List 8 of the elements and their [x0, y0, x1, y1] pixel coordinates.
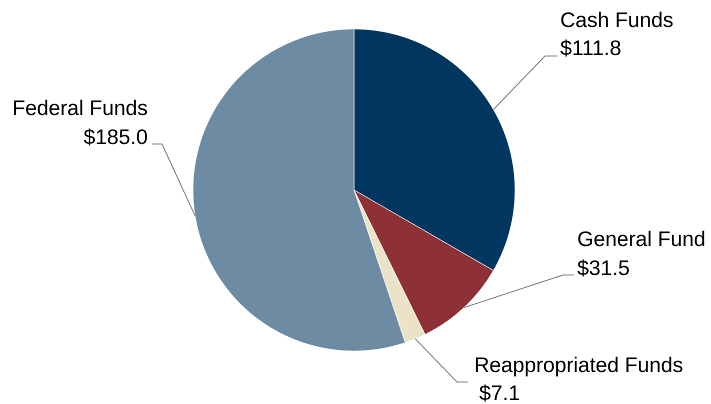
- data-label: $31.5: [577, 259, 629, 276]
- slice-label: Federal Funds: [14, 100, 147, 116]
- slice-label: Reappropriated Funds: [476, 356, 682, 376]
- data-label: $111.8: [560, 39, 620, 56]
- slice-label: Cash Funds: [561, 12, 673, 28]
- data-label: $7.1: [479, 384, 520, 402]
- slice-label: General Fund: [578, 230, 704, 246]
- data-label: $185.0: [84, 128, 147, 146]
